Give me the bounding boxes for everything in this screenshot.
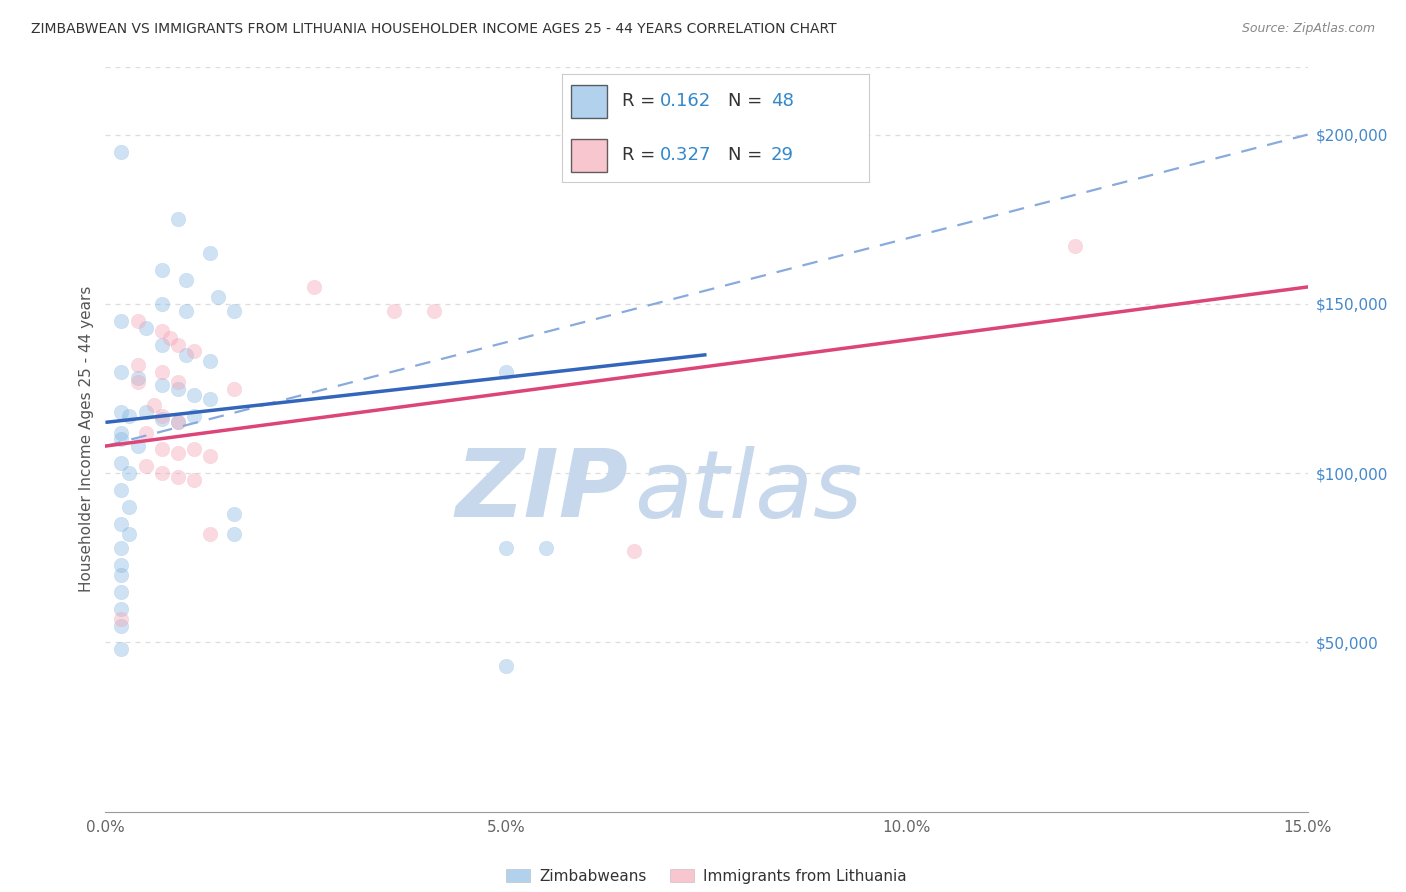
Point bbox=[127, 375, 149, 389]
Point bbox=[110, 365, 132, 379]
Point bbox=[222, 382, 245, 396]
Point bbox=[159, 331, 181, 345]
Point bbox=[150, 297, 173, 311]
Point bbox=[183, 409, 205, 423]
Point bbox=[110, 314, 132, 328]
Point bbox=[495, 365, 517, 379]
Point bbox=[110, 567, 132, 582]
Point bbox=[174, 303, 197, 318]
Point bbox=[110, 601, 132, 615]
Point bbox=[127, 439, 149, 453]
Point bbox=[110, 584, 132, 599]
Point bbox=[183, 344, 205, 359]
Point bbox=[150, 365, 173, 379]
Point bbox=[118, 527, 141, 541]
Point bbox=[127, 371, 149, 385]
Point bbox=[166, 416, 188, 430]
Point bbox=[166, 375, 188, 389]
Point bbox=[150, 442, 173, 457]
Point bbox=[150, 378, 173, 392]
Point bbox=[166, 446, 188, 460]
Point bbox=[495, 659, 517, 673]
Point bbox=[174, 273, 197, 287]
Point bbox=[150, 324, 173, 338]
Point bbox=[198, 449, 221, 463]
Point bbox=[150, 466, 173, 480]
Point bbox=[166, 337, 188, 351]
Point bbox=[118, 500, 141, 514]
Point bbox=[110, 483, 132, 497]
Point bbox=[110, 425, 132, 440]
Point bbox=[142, 399, 165, 413]
Point bbox=[110, 145, 132, 159]
Point bbox=[222, 303, 245, 318]
Point bbox=[110, 612, 132, 626]
Point bbox=[623, 544, 645, 558]
Point bbox=[118, 409, 141, 423]
Point bbox=[222, 507, 245, 521]
Point bbox=[222, 527, 245, 541]
Point bbox=[135, 320, 157, 334]
Point bbox=[127, 358, 149, 372]
Text: atlas: atlas bbox=[634, 446, 863, 537]
Point bbox=[183, 442, 205, 457]
Text: Source: ZipAtlas.com: Source: ZipAtlas.com bbox=[1241, 22, 1375, 36]
Point bbox=[110, 405, 132, 419]
Point bbox=[150, 409, 173, 423]
Point bbox=[1064, 239, 1087, 253]
Text: ZIMBABWEAN VS IMMIGRANTS FROM LITHUANIA HOUSEHOLDER INCOME AGES 25 - 44 YEARS CO: ZIMBABWEAN VS IMMIGRANTS FROM LITHUANIA … bbox=[31, 22, 837, 37]
Point bbox=[198, 392, 221, 406]
Point bbox=[110, 642, 132, 657]
Legend: Zimbabweans, Immigrants from Lithuania: Zimbabweans, Immigrants from Lithuania bbox=[501, 863, 912, 889]
Point bbox=[166, 469, 188, 483]
Point bbox=[495, 541, 517, 555]
Point bbox=[166, 416, 188, 430]
Point bbox=[166, 382, 188, 396]
Point bbox=[110, 456, 132, 470]
Point bbox=[174, 348, 197, 362]
Point bbox=[135, 459, 157, 474]
Point bbox=[166, 212, 188, 227]
Point bbox=[198, 527, 221, 541]
Point bbox=[534, 541, 557, 555]
Point bbox=[110, 618, 132, 632]
Point bbox=[207, 290, 229, 304]
Point bbox=[150, 263, 173, 277]
Point bbox=[110, 558, 132, 572]
Point bbox=[198, 354, 221, 368]
Point bbox=[183, 388, 205, 402]
Point bbox=[110, 516, 132, 531]
Point bbox=[110, 433, 132, 447]
Point bbox=[150, 412, 173, 426]
Point bbox=[135, 425, 157, 440]
Point bbox=[110, 541, 132, 555]
Point bbox=[118, 466, 141, 480]
Point bbox=[150, 337, 173, 351]
Point bbox=[127, 314, 149, 328]
Point bbox=[302, 280, 325, 294]
Point bbox=[183, 473, 205, 487]
Y-axis label: Householder Income Ages 25 - 44 years: Householder Income Ages 25 - 44 years bbox=[79, 286, 94, 592]
Text: ZIP: ZIP bbox=[456, 445, 628, 538]
Point bbox=[423, 303, 446, 318]
Point bbox=[135, 405, 157, 419]
Point bbox=[198, 246, 221, 260]
Point bbox=[382, 303, 405, 318]
